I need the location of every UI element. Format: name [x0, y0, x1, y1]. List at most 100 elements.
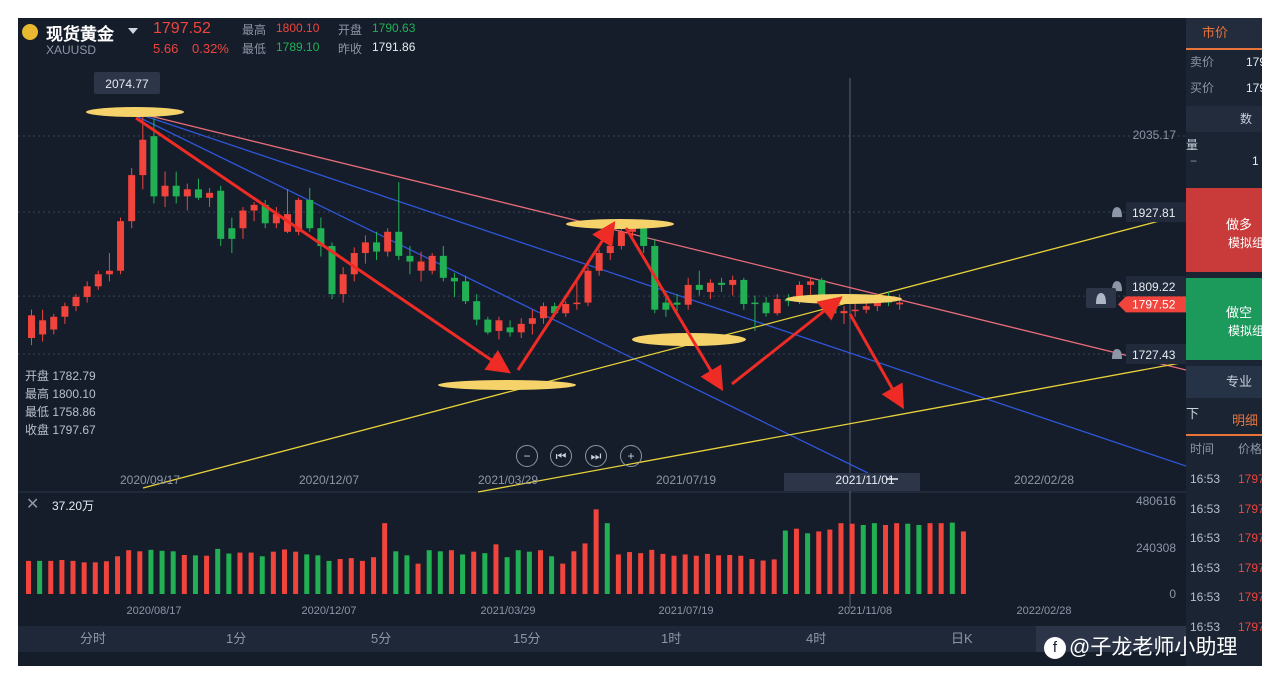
- level-low-bg: [1126, 344, 1186, 364]
- trend-arrow: [516, 220, 616, 371]
- date-axis-label: 2021/07/19: [656, 473, 716, 487]
- candle: [807, 277, 815, 296]
- skip-back-button[interactable]: ⏮: [550, 445, 572, 467]
- candle-body: [751, 302, 759, 305]
- current-price-tag: [1118, 296, 1186, 313]
- close-icon[interactable]: ✕: [26, 496, 40, 513]
- candle-body: [306, 199, 314, 229]
- skip-forward-button[interactable]: ⏭: [585, 445, 607, 467]
- volume-bar: [326, 560, 332, 594]
- tab-15m[interactable]: 15分: [513, 631, 541, 646]
- zoom-out-button[interactable]: −: [516, 445, 538, 467]
- volume-bar: [805, 533, 811, 594]
- volume-bar: [749, 559, 755, 594]
- candle-body: [807, 281, 815, 285]
- tab-1m[interactable]: 1分: [226, 631, 247, 646]
- candle: [206, 187, 214, 207]
- quantity-stepper[interactable]: − 1: [1186, 148, 1262, 174]
- candle-body: [484, 319, 492, 333]
- minus-icon[interactable]: −: [1190, 154, 1198, 168]
- zoom-in-button[interactable]: +: [620, 445, 642, 467]
- volume-bar: [738, 555, 744, 594]
- volume-bar: [771, 559, 777, 594]
- chevron-down-icon[interactable]: [128, 28, 138, 34]
- candle: [39, 309, 47, 342]
- long-button-sub: 模拟组: [1228, 236, 1262, 250]
- volume-axis-label: 480616: [1136, 494, 1176, 508]
- pro-order-button[interactable]: 专业下: [1186, 366, 1262, 421]
- tab-1h[interactable]: 1时: [661, 631, 682, 646]
- volume-bar: [727, 554, 733, 594]
- tick-time: 16:53: [1190, 590, 1221, 604]
- volume-bar: [716, 555, 722, 594]
- candle-body: [617, 231, 625, 246]
- trend-arrow: [731, 296, 843, 386]
- long-button[interactable]: 做多 模拟组: [1186, 188, 1262, 272]
- date-cursor-bg: [784, 473, 920, 491]
- candle: [695, 270, 703, 296]
- quantity-input[interactable]: 1: [1252, 154, 1259, 168]
- candlestick-chart[interactable]: 2035.17 2074.77 1927.81 1809.22 1727.43 1797.…: [18, 18, 1186, 626]
- candle-body: [695, 284, 703, 290]
- weibo-logo-icon: f: [1044, 637, 1066, 660]
- instrument-symbol: XAUUSD: [46, 43, 97, 57]
- volume-bar: [682, 554, 688, 594]
- volume-bar: [426, 550, 432, 594]
- buy-price-row: 买价 179: [1186, 75, 1262, 101]
- volume-bar: [793, 528, 799, 594]
- bell-icon: [1096, 293, 1106, 304]
- candle: [94, 270, 102, 290]
- instrument-title[interactable]: 现货黄金: [46, 25, 114, 44]
- stat-open-value: 1790.63: [372, 21, 416, 35]
- volume-bar: [693, 555, 699, 594]
- volume-bar: [170, 551, 176, 594]
- volume-bar: [849, 523, 855, 594]
- candle-body: [629, 228, 637, 232]
- volume-bar: [115, 556, 121, 594]
- volume-bar: [515, 550, 521, 594]
- tick-time: 16:53: [1190, 619, 1221, 634]
- volume-axis-label: 0: [1169, 587, 1176, 601]
- tab-daily[interactable]: 日K: [951, 631, 973, 646]
- tab-4h[interactable]: 4时: [806, 631, 827, 646]
- volume-bar: [48, 560, 54, 594]
- candle-body: [439, 255, 447, 278]
- candle: [183, 183, 191, 211]
- candle-body: [684, 284, 692, 305]
- stat-prevclose-value: 1791.86: [372, 40, 416, 54]
- volume-bar: [883, 525, 889, 594]
- price-axis-label: 2035.17: [1133, 128, 1177, 142]
- candle-body: [673, 302, 681, 305]
- volume-bar: [259, 556, 265, 594]
- volume-bar: [215, 548, 221, 594]
- tab-5m[interactable]: 5分: [371, 631, 392, 646]
- tab-market[interactable]: 市价: [1186, 18, 1262, 50]
- level-mid-bg: [1126, 276, 1186, 297]
- volume-bar: [838, 523, 844, 594]
- volume-bar: [571, 551, 577, 594]
- tab-details[interactable]: 明细: [1186, 408, 1262, 436]
- candle: [495, 316, 503, 340]
- trend-arrow: [624, 227, 724, 392]
- ohlc-close: 收盘 1797.67: [25, 423, 96, 437]
- volume-bar: [504, 557, 510, 594]
- tick-time: 16:53: [1190, 560, 1221, 575]
- tick-row: 16:53 1797.: [1186, 525, 1262, 551]
- candle-body: [495, 320, 503, 331]
- candle: [851, 302, 859, 317]
- short-button[interactable]: 做空 模拟组: [1186, 278, 1262, 360]
- candle: [317, 217, 325, 257]
- highlight-marker: [438, 380, 576, 390]
- candle-body: [818, 279, 826, 299]
- volume-bar: [894, 523, 900, 594]
- candle: [517, 318, 525, 339]
- candle-body: [539, 306, 547, 319]
- volume-bar: [315, 555, 321, 594]
- candle-body: [795, 284, 803, 302]
- candle: [706, 279, 714, 300]
- tab-tick[interactable]: 分时: [80, 631, 107, 646]
- candle-body: [206, 192, 214, 198]
- candle-body: [573, 302, 581, 305]
- volume-bar: [237, 552, 243, 594]
- volume-bar: [560, 563, 566, 594]
